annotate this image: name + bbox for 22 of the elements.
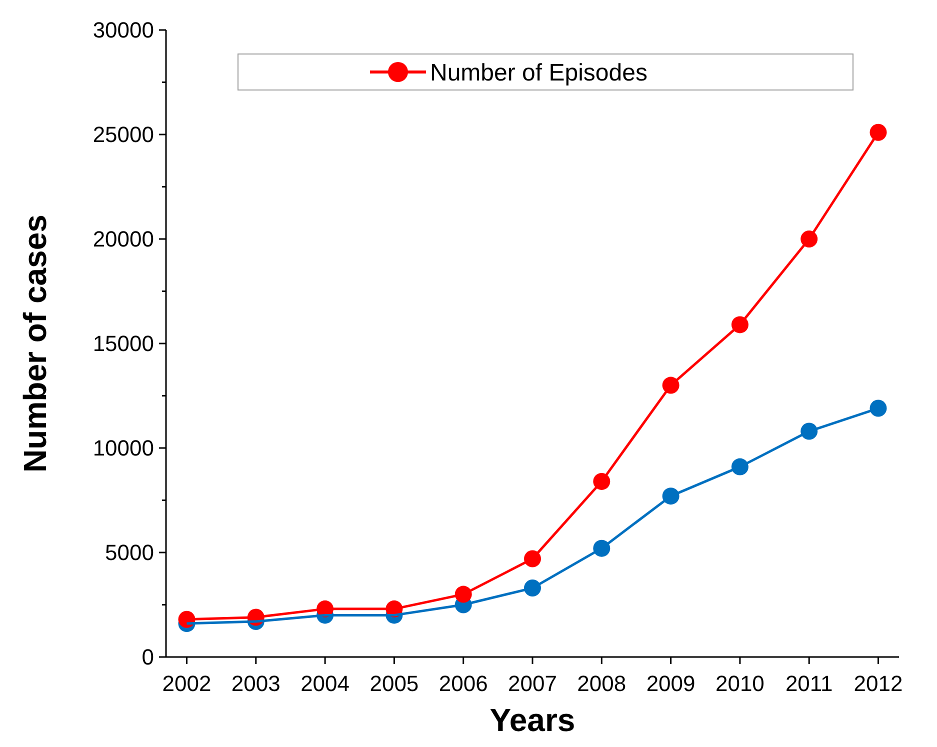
x-tick-label: 2005: [370, 671, 419, 696]
y-tick-label: 10000: [92, 436, 154, 461]
x-tick-label: 2003: [231, 671, 280, 696]
y-tick-label: 5000: [105, 540, 154, 566]
x-tick-label: 2002: [162, 671, 212, 696]
y-tick-label: 25000: [92, 122, 154, 148]
x-tick-label: 2008: [577, 671, 626, 696]
y-tick-label: 15000: [92, 331, 154, 356]
x-tick-label: 2009: [646, 671, 696, 696]
x-tick-label: 2006: [438, 671, 488, 696]
legend-label: Number of Episodes: [430, 59, 648, 86]
y-tick-label: 30000: [92, 18, 154, 43]
y-axis-title: Number of cases: [17, 214, 53, 472]
x-tick-label: 2010: [715, 671, 764, 696]
x-axis-title: Years: [490, 702, 576, 738]
x-tick-label: 2012: [854, 671, 903, 696]
y-tick-label: 20000: [92, 226, 154, 252]
x-tick-label: 2004: [300, 671, 350, 696]
x-tick-label: 2007: [508, 671, 557, 696]
x-tick-label: 2011: [785, 671, 833, 696]
y-tick-label: 0: [142, 644, 154, 670]
point: [870, 124, 887, 141]
